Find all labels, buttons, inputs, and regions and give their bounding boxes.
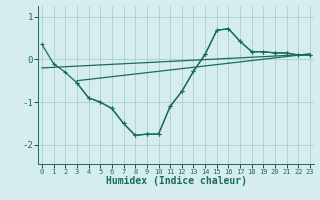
X-axis label: Humidex (Indice chaleur): Humidex (Indice chaleur) bbox=[106, 176, 246, 186]
